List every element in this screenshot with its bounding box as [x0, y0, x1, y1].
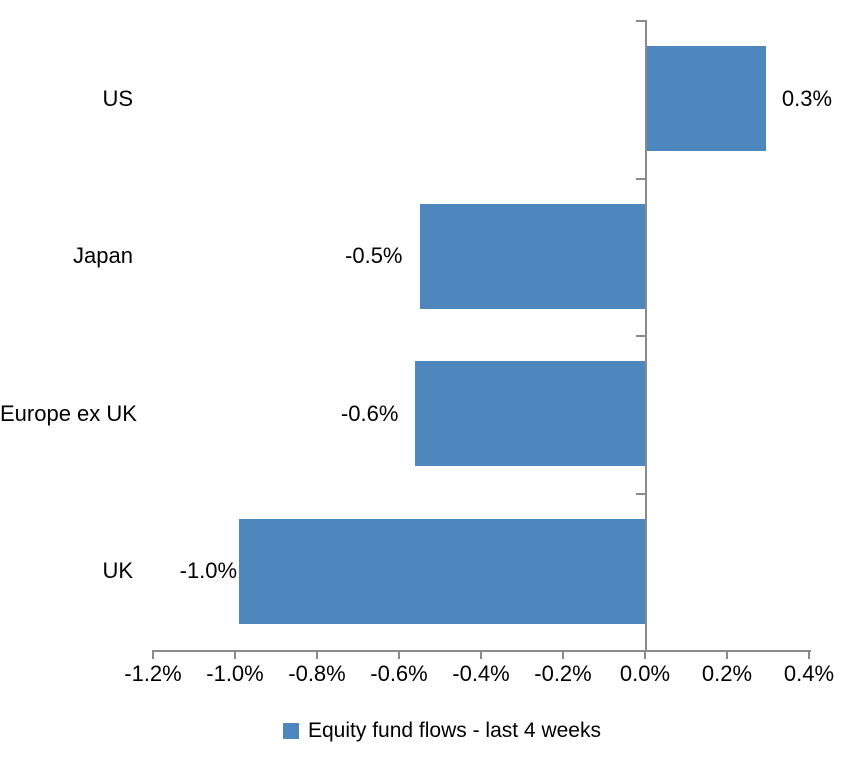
category-label: Europe ex UK — [0, 400, 137, 426]
x-axis-tick — [644, 650, 646, 659]
category-label: Japan — [73, 243, 133, 269]
x-axis-tick — [808, 650, 810, 659]
x-axis-line — [153, 650, 811, 652]
x-axis-tick — [152, 650, 154, 659]
x-axis-tick — [726, 650, 728, 659]
legend: Equity fund flows - last 4 weeks — [283, 719, 601, 743]
x-axis-tick-label: -0.8% — [288, 661, 346, 686]
bar-value-label: 0.3% — [781, 85, 833, 111]
category-axis-tick — [636, 335, 645, 337]
x-axis-tick — [562, 650, 564, 659]
x-axis-tick-label: -0.2% — [534, 661, 592, 686]
x-axis-tick-label: -0.6% — [370, 661, 428, 686]
bar-value-label: -1.0% — [179, 558, 238, 584]
x-axis-tick-label: -0.4% — [452, 661, 510, 686]
legend-label: Equity fund flows - last 4 weeks — [308, 719, 601, 742]
bar — [647, 46, 766, 152]
x-axis-tick-label: 0.4% — [783, 661, 835, 686]
bar-value-label: -0.6% — [340, 400, 399, 426]
x-axis-tick-label: 0.2% — [701, 661, 753, 686]
category-label: UK — [102, 558, 133, 584]
x-axis-tick — [234, 650, 236, 659]
bar-value-label: -0.5% — [345, 243, 403, 269]
x-axis-tick-label: -1.2% — [124, 661, 182, 686]
x-axis-tick-label: -1.0% — [206, 661, 264, 686]
bar — [239, 518, 645, 624]
bar — [415, 361, 645, 467]
bar — [419, 203, 645, 309]
zero-axis-line — [645, 20, 647, 652]
x-axis-tick-label: 0.0% — [619, 661, 671, 686]
legend-swatch-icon — [283, 723, 299, 739]
category-axis-tick — [636, 20, 645, 22]
category-label: US — [102, 85, 133, 111]
x-axis-tick — [398, 650, 400, 659]
x-axis-tick — [480, 650, 482, 659]
x-axis-tick — [316, 650, 318, 659]
category-axis-tick — [636, 177, 645, 180]
category-axis-tick — [636, 492, 645, 495]
